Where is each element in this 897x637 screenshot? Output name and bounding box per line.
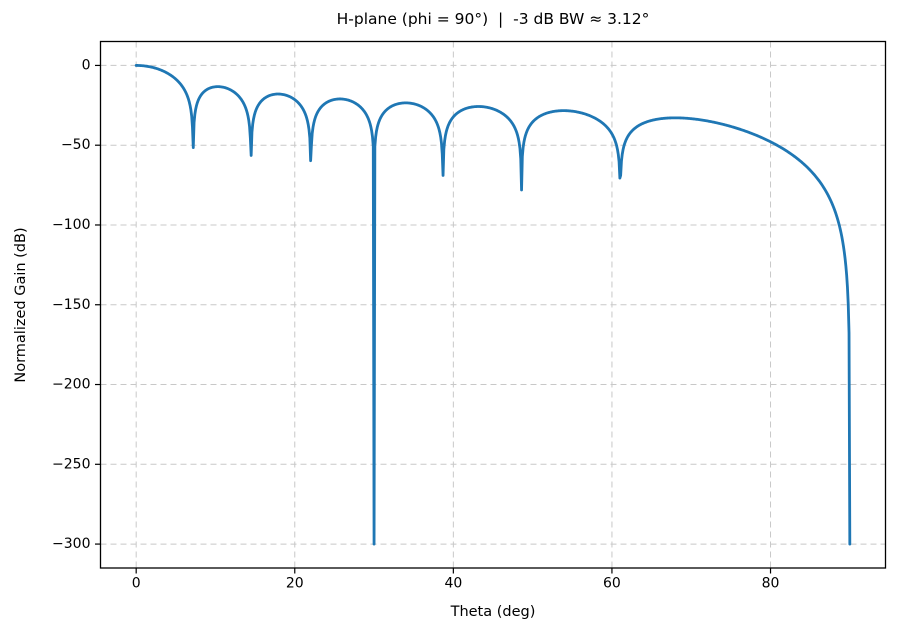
x-axis-label: Theta (deg) [450,604,536,620]
y-tick-label: −100 [52,217,90,233]
y-tick-label: −200 [52,377,90,393]
gain-curve [134,64,852,546]
y-tick-label: −150 [52,297,90,313]
y-axis-label: Normalized Gain (dB) [13,227,29,383]
chart-title: H-plane (phi = 90°) | -3 dB BW ≈ 3.12° [336,10,650,28]
y-tick-label: 0 [82,57,91,73]
y-tick-label: −50 [61,137,91,153]
grid-lines [100,41,886,568]
x-tick-label: 0 [132,576,141,592]
x-tick-label: 60 [603,576,621,592]
x-tick-label: 80 [762,576,780,592]
gain-curve-line [134,64,852,546]
x-tick-label: 40 [444,576,462,592]
y-tick-label: −250 [52,456,90,472]
axis-ticks: 0 20 40 60 80 0 −50 −100 −150 −200 −250 −300 [52,57,779,591]
y-tick-label: −300 [52,536,90,552]
x-tick-label: 20 [286,576,304,592]
